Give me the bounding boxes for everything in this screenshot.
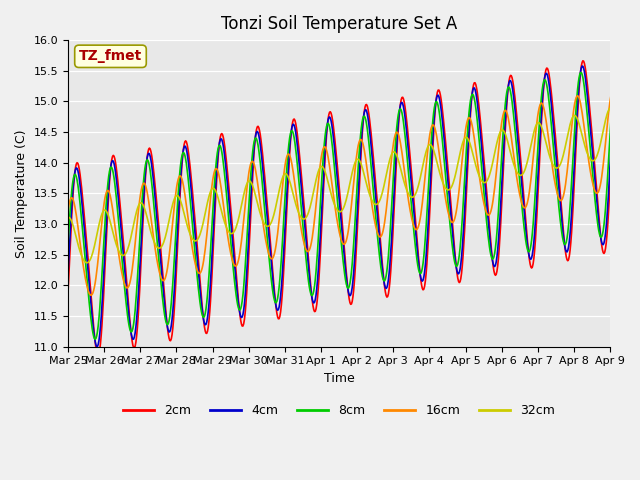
- 16cm: [64, 207, 72, 213]
- 8cm: [418, 269, 426, 275]
- 2cm: [132, 333, 140, 339]
- 32cm: [289, 192, 297, 198]
- 4cm: [268, 264, 275, 270]
- 8cm: [92, 336, 99, 342]
- 4cm: [239, 312, 247, 317]
- 16cm: [610, 85, 618, 91]
- 2cm: [450, 239, 458, 245]
- Title: Tonzi Soil Temperature Set A: Tonzi Soil Temperature Set A: [221, 15, 457, 33]
- 2cm: [239, 323, 247, 329]
- Line: 2cm: 2cm: [68, 53, 640, 355]
- 4cm: [93, 344, 100, 349]
- 16cm: [418, 206, 426, 212]
- 2cm: [268, 254, 275, 260]
- 8cm: [613, 62, 621, 68]
- 2cm: [289, 117, 297, 122]
- 4cm: [132, 316, 140, 322]
- Legend: 2cm, 4cm, 8cm, 16cm, 32cm: 2cm, 4cm, 8cm, 16cm, 32cm: [118, 399, 560, 422]
- Text: TZ_fmet: TZ_fmet: [79, 49, 142, 63]
- 8cm: [239, 292, 247, 298]
- 2cm: [64, 289, 72, 295]
- 4cm: [614, 56, 622, 61]
- 8cm: [268, 279, 275, 285]
- 2cm: [94, 352, 102, 358]
- 2cm: [418, 282, 426, 288]
- 32cm: [83, 260, 91, 265]
- 2cm: [615, 50, 623, 56]
- 8cm: [64, 241, 72, 247]
- Line: 16cm: 16cm: [68, 88, 640, 295]
- 32cm: [64, 215, 72, 220]
- 8cm: [289, 131, 297, 137]
- 4cm: [289, 121, 297, 127]
- 8cm: [450, 255, 458, 261]
- 32cm: [132, 208, 140, 214]
- 32cm: [239, 195, 247, 201]
- Line: 8cm: 8cm: [68, 65, 640, 339]
- Line: 32cm: 32cm: [68, 101, 640, 263]
- 32cm: [450, 178, 458, 183]
- Line: 4cm: 4cm: [68, 59, 640, 347]
- 8cm: [132, 288, 140, 294]
- 4cm: [64, 271, 72, 277]
- 16cm: [88, 292, 95, 298]
- 32cm: [418, 169, 426, 175]
- 16cm: [268, 256, 275, 262]
- 32cm: [268, 219, 275, 225]
- X-axis label: Time: Time: [324, 372, 355, 385]
- 16cm: [239, 225, 247, 231]
- 4cm: [450, 246, 458, 252]
- 4cm: [418, 277, 426, 283]
- 16cm: [450, 218, 458, 224]
- 16cm: [289, 170, 297, 176]
- 16cm: [132, 226, 140, 231]
- Y-axis label: Soil Temperature (C): Soil Temperature (C): [15, 129, 28, 258]
